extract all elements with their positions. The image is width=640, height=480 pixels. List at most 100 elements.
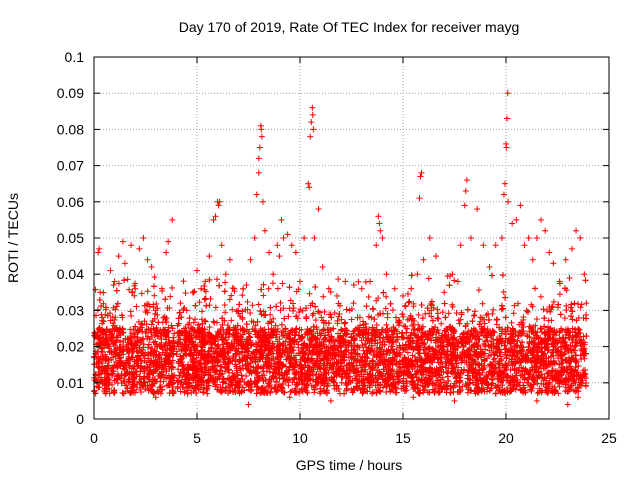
data-point: [367, 278, 374, 285]
data-point: [439, 309, 446, 316]
data-point: [306, 290, 313, 297]
data-point: [311, 235, 318, 241]
data-point: [279, 280, 286, 287]
data-point: [183, 352, 190, 359]
data-point: [206, 324, 213, 331]
data-point: [479, 300, 486, 307]
data-point: [140, 235, 147, 241]
data-point: [451, 277, 458, 284]
data-point: [215, 202, 222, 209]
data-point: [301, 235, 308, 241]
data-point: [96, 245, 103, 252]
data-point: [212, 213, 219, 220]
data-point: [258, 126, 265, 133]
data-point: [191, 288, 198, 295]
data-point: [490, 306, 497, 313]
data-point: [575, 394, 582, 401]
data-point: [119, 238, 126, 245]
data-point: [350, 300, 357, 307]
data-point: [255, 301, 262, 308]
data-point: [417, 173, 424, 180]
data-point: [306, 184, 313, 191]
data-point: [157, 378, 164, 385]
data-point: [408, 285, 415, 292]
data-point: [383, 271, 390, 278]
data-point: [510, 310, 517, 317]
data-point: [441, 289, 448, 296]
data-point: [342, 319, 349, 326]
data-point: [382, 305, 389, 312]
data-point: [583, 300, 590, 307]
data-point: [198, 308, 205, 315]
data-point: [508, 319, 515, 326]
data-point: [310, 126, 317, 133]
data-point: [259, 198, 266, 205]
data-point: [415, 311, 422, 318]
data-point: [228, 317, 235, 324]
data-point: [350, 281, 357, 288]
data-point: [169, 284, 176, 291]
data-point: [124, 276, 131, 283]
data-point: [121, 260, 128, 267]
data-point: [269, 280, 276, 287]
data-point: [142, 386, 149, 393]
data-point: [251, 235, 258, 241]
data-point: [249, 302, 256, 309]
data-point: [319, 263, 326, 270]
data-point: [335, 313, 342, 320]
data-point: [132, 285, 139, 292]
data-point: [216, 282, 223, 289]
data-point: [546, 249, 553, 256]
data-point: [438, 320, 445, 327]
data-point: [400, 292, 406, 299]
data-point: [404, 349, 411, 356]
data-point: [153, 300, 160, 307]
data-point: [537, 293, 544, 300]
data-point: [562, 256, 569, 263]
data-point: [274, 285, 281, 292]
data-point: [292, 249, 299, 256]
data-point: [331, 309, 338, 316]
data-point: [253, 191, 260, 198]
data-point: [280, 235, 287, 241]
data-point: [148, 263, 155, 270]
data-point: [144, 288, 151, 295]
data-point: [410, 394, 417, 401]
data-point: [307, 133, 314, 140]
data-point: [206, 302, 213, 309]
data-point: [400, 313, 407, 320]
data-point: [95, 249, 102, 256]
data-point: [500, 191, 507, 198]
data-point: [451, 397, 458, 404]
data-point: [533, 235, 540, 241]
data-point: [414, 271, 421, 278]
data-point: [327, 397, 334, 404]
data-point: [517, 202, 524, 209]
data-point: [210, 216, 217, 223]
data-point: [128, 242, 135, 249]
data-point: [370, 306, 377, 313]
data-point: [420, 256, 427, 263]
data-point: [577, 304, 584, 311]
data-point: [180, 278, 187, 285]
data-point: [580, 314, 587, 321]
data-point: [115, 253, 122, 260]
data-point: [320, 293, 327, 300]
data-point: [258, 133, 265, 140]
data-point: [365, 293, 372, 300]
data-point: [133, 386, 140, 393]
data-point: [538, 216, 545, 223]
data-point: [284, 231, 291, 238]
data-point: [288, 242, 295, 249]
data-point: [206, 253, 213, 260]
data-point: [502, 294, 509, 301]
data-point: [261, 227, 268, 234]
data-point: [393, 314, 400, 321]
data-point: [425, 275, 432, 282]
data-point: [169, 216, 176, 223]
data-point: [467, 235, 474, 241]
data-point: [202, 278, 209, 285]
data-point: [212, 304, 219, 311]
data-point: [379, 235, 386, 241]
